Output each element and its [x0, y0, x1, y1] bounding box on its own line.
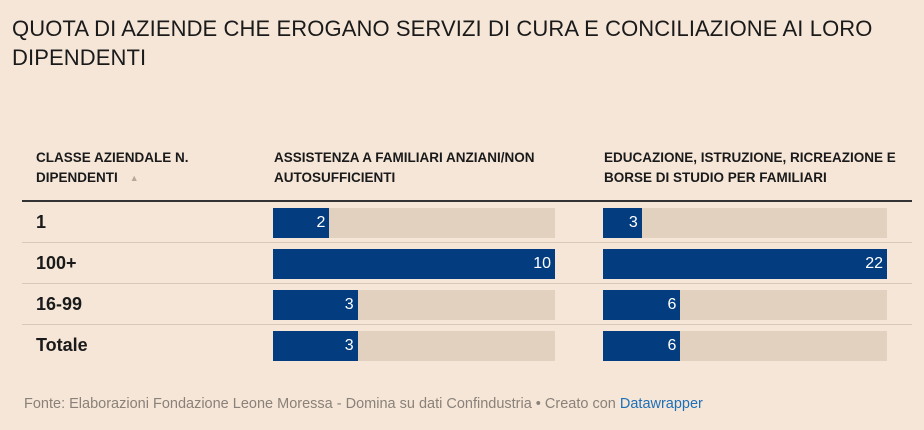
sort-ascending-icon[interactable]: ▲ — [129, 173, 139, 183]
bar: 6 — [603, 331, 681, 361]
chart-title: QUOTA DI AZIENDE CHE EROGANO SERVIZI DI … — [12, 16, 873, 70]
bar-track: 3 — [273, 290, 555, 320]
bar-track: 2 — [273, 208, 555, 238]
column-header-education[interactable]: EDUCAZIONE, ISTRUZIONE, RICREAZIONE E BO… — [604, 150, 896, 185]
table-row: 100+ 10 22 — [22, 243, 912, 284]
bar-track: 3 — [273, 331, 555, 361]
bar-track: 10 — [273, 249, 555, 279]
table-row: 1 2 3 — [22, 202, 912, 243]
bar-value-label: 10 — [533, 255, 551, 272]
footer-text: Fonte: Elaborazioni Fondazione Leone Mor… — [24, 396, 620, 412]
bar-value-label: 22 — [865, 255, 883, 272]
bar-value-label: 2 — [316, 214, 326, 231]
row-label: 100+ — [36, 253, 77, 273]
table-row: 16-99 3 6 — [22, 284, 912, 325]
bar: 10 — [273, 249, 555, 279]
bar-track: 22 — [603, 249, 887, 279]
bar-value-label: 3 — [344, 337, 354, 354]
bar-value-label: 3 — [628, 214, 638, 231]
row-label: 16-99 — [36, 294, 83, 314]
bar-value-label: 6 — [667, 296, 677, 313]
row-label: Totale — [36, 335, 88, 355]
table-header: CLASSE AZIENDALE N. DIPENDENTI ▲ ASSISTEN… — [22, 120, 912, 202]
bar-value-label: 3 — [344, 296, 354, 313]
bar: 3 — [603, 208, 642, 238]
bar: 6 — [603, 290, 681, 320]
bar: 3 — [273, 290, 358, 320]
row-label: 1 — [36, 212, 47, 232]
source-footer: Fonte: Elaborazioni Fondazione Leone Mor… — [24, 396, 703, 412]
bar-track: 6 — [603, 331, 887, 361]
bar: 2 — [273, 208, 330, 238]
bar-track: 3 — [603, 208, 887, 238]
bar-value-label: 6 — [667, 337, 677, 354]
bar-track: 6 — [603, 290, 887, 320]
data-table: CLASSE AZIENDALE N. DIPENDENTI ▲ ASSISTEN… — [22, 120, 912, 365]
column-header-class[interactable]: CLASSE AZIENDALE N. DIPENDENTI ▲ — [36, 148, 236, 188]
column-header-assistance[interactable]: ASSISTENZA A FAMILIARI ANZIANI/NON AUTOS… — [274, 150, 535, 185]
bar: 3 — [273, 331, 358, 361]
bar: 22 — [603, 249, 887, 279]
table-row: Totale 3 6 — [22, 325, 912, 365]
column-header-class-label: CLASSE AZIENDALE N. DIPENDENTI — [36, 149, 189, 185]
datawrapper-link[interactable]: Datawrapper — [619, 396, 703, 412]
table-body: 1 2 3 100+ 10 22 16-99 3 6 Totale 3 6 — [22, 202, 912, 365]
